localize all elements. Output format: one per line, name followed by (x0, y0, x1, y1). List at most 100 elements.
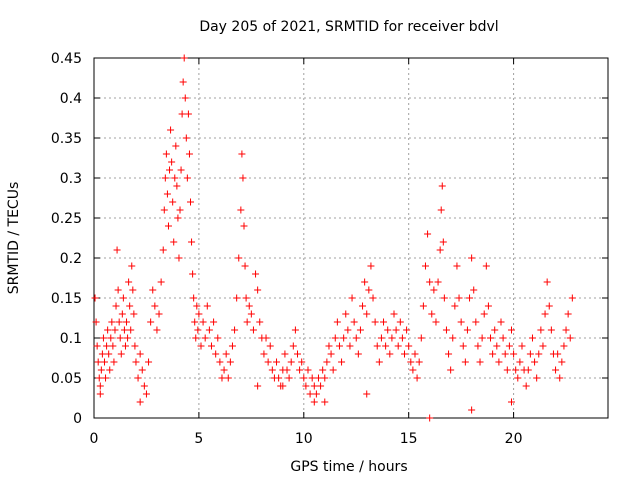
data-point (386, 350, 394, 358)
data-point (304, 366, 312, 374)
data-point (117, 350, 125, 358)
data-point (105, 350, 113, 358)
data-points (91, 54, 576, 422)
data-point (407, 358, 415, 366)
data-point (183, 174, 191, 182)
data-point (109, 342, 117, 350)
data-point (325, 342, 333, 350)
plot-frame (93, 57, 609, 419)
data-point (126, 302, 134, 310)
data-point (377, 334, 385, 342)
data-point (531, 358, 539, 366)
data-point (363, 310, 371, 318)
data-point (166, 166, 174, 174)
data-point (447, 366, 455, 374)
data-point (114, 286, 122, 294)
data-point (541, 310, 549, 318)
data-point (350, 318, 358, 326)
data-point (140, 382, 148, 390)
data-point (367, 262, 375, 270)
data-point (552, 366, 560, 374)
data-point (363, 390, 371, 398)
data-point (94, 358, 102, 366)
data-point (281, 350, 289, 358)
data-point (497, 318, 505, 326)
data-point (123, 318, 131, 326)
data-point (224, 374, 232, 382)
data-point (356, 326, 364, 334)
data-point (185, 150, 193, 158)
data-point (495, 358, 503, 366)
y-tick-label: 0.45 (51, 51, 82, 67)
data-point (400, 350, 408, 358)
data-point (205, 326, 213, 334)
data-point (468, 406, 476, 414)
data-point (210, 318, 218, 326)
x-tick-label: 10 (295, 431, 313, 447)
data-point (413, 374, 421, 382)
data-point (180, 54, 188, 62)
data-point (222, 350, 230, 358)
data-point (434, 278, 442, 286)
data-point (119, 294, 127, 302)
data-point (451, 302, 459, 310)
data-point (283, 366, 291, 374)
data-point (556, 374, 564, 382)
data-point (266, 342, 274, 350)
data-point (558, 358, 566, 366)
data-point (97, 366, 105, 374)
data-point (382, 342, 390, 350)
data-point (116, 334, 124, 342)
data-point (453, 262, 461, 270)
data-point (194, 326, 202, 334)
data-point (426, 278, 434, 286)
data-point (102, 374, 110, 382)
data-point (449, 334, 457, 342)
data-point (568, 294, 576, 302)
data-point (91, 294, 99, 302)
data-point (243, 318, 251, 326)
data-point (147, 318, 155, 326)
data-point (342, 310, 350, 318)
data-point (111, 326, 119, 334)
data-point (125, 278, 133, 286)
data-point (254, 286, 262, 294)
data-point (463, 326, 471, 334)
data-point (455, 294, 463, 302)
data-point (403, 326, 411, 334)
data-point (182, 134, 190, 142)
data-point (153, 326, 161, 334)
data-point (310, 382, 318, 390)
data-point (524, 366, 532, 374)
data-point (138, 366, 146, 374)
data-point (436, 246, 444, 254)
data-point (110, 358, 118, 366)
data-point (164, 222, 172, 230)
data-point (369, 294, 377, 302)
data-point (499, 334, 507, 342)
data-point (319, 366, 327, 374)
data-point (188, 238, 196, 246)
data-point (239, 174, 247, 182)
data-point (273, 358, 281, 366)
data-point (191, 318, 199, 326)
data-point (466, 294, 474, 302)
data-point (173, 182, 181, 190)
data-point (528, 334, 536, 342)
data-point (264, 358, 272, 366)
x-axis-label: GPS time / hours (290, 459, 407, 475)
data-point (242, 294, 250, 302)
y-tick-label: 0.3 (60, 171, 82, 187)
data-point (176, 206, 184, 214)
data-point (461, 358, 469, 366)
data-point (489, 350, 497, 358)
data-point (338, 358, 346, 366)
data-point (346, 342, 354, 350)
data-point (124, 334, 132, 342)
data-point (547, 326, 555, 334)
data-point (417, 334, 425, 342)
data-point (564, 310, 572, 318)
data-point (285, 374, 293, 382)
data-point (388, 334, 396, 342)
grid-lines (94, 58, 608, 418)
